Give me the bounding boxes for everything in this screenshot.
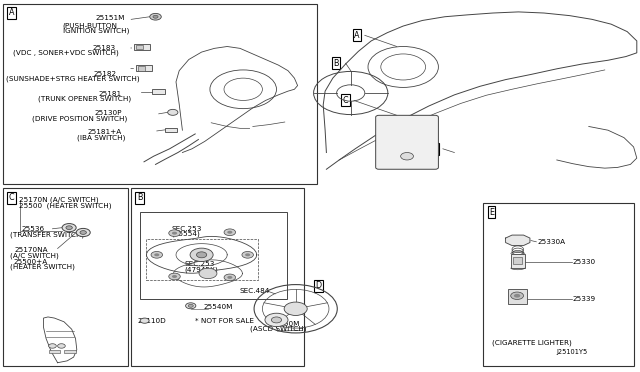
Text: (CIGARETTE LIGHTER): (CIGARETTE LIGHTER) — [492, 340, 572, 346]
Text: (VDC , SONER+VDC SWITCH): (VDC , SONER+VDC SWITCH) — [13, 50, 118, 57]
Text: (47945X): (47945X) — [184, 266, 218, 273]
Circle shape — [511, 292, 524, 299]
Text: E: E — [433, 144, 438, 153]
Circle shape — [168, 109, 178, 115]
Text: B: B — [137, 193, 142, 202]
Circle shape — [153, 15, 158, 18]
Text: (DRIVE POSITION SWITCH): (DRIVE POSITION SWITCH) — [32, 115, 127, 122]
Text: (HEATER SWITCH): (HEATER SWITCH) — [10, 264, 74, 270]
Text: 25181: 25181 — [99, 91, 122, 97]
Bar — [134, 44, 150, 50]
Circle shape — [151, 251, 163, 258]
Bar — [64, 350, 76, 353]
Text: C: C — [9, 193, 14, 202]
Circle shape — [80, 231, 86, 234]
Text: 25130P: 25130P — [94, 110, 122, 116]
Bar — [483, 203, 634, 366]
Bar — [3, 188, 128, 366]
Circle shape — [199, 268, 217, 279]
Circle shape — [76, 228, 90, 237]
Text: E: E — [489, 208, 494, 217]
Text: * NOT FOR SALE: * NOT FOR SALE — [195, 318, 254, 324]
Bar — [140, 212, 287, 299]
Bar — [136, 65, 152, 71]
Circle shape — [271, 317, 282, 323]
Circle shape — [172, 275, 177, 278]
Bar — [511, 254, 525, 268]
Text: J25101Y5: J25101Y5 — [557, 349, 588, 355]
Circle shape — [186, 303, 196, 309]
Text: 25181+A: 25181+A — [87, 129, 122, 135]
Text: (IBA SWITCH): (IBA SWITCH) — [77, 134, 125, 141]
Circle shape — [172, 232, 177, 235]
Text: SEC.253: SEC.253 — [172, 226, 202, 232]
Text: A: A — [9, 8, 14, 17]
Bar — [146, 239, 258, 280]
Circle shape — [58, 344, 65, 348]
Circle shape — [190, 248, 213, 262]
Bar — [49, 350, 60, 353]
Text: 25183: 25183 — [92, 45, 115, 51]
Bar — [3, 4, 317, 184]
Circle shape — [245, 253, 250, 256]
Circle shape — [227, 276, 232, 279]
Circle shape — [154, 253, 159, 256]
Text: 25330A: 25330A — [538, 239, 566, 245]
Bar — [131, 188, 304, 366]
Text: 25540M: 25540M — [204, 304, 233, 310]
Circle shape — [284, 302, 307, 315]
Circle shape — [66, 226, 72, 230]
Circle shape — [169, 230, 180, 237]
Polygon shape — [506, 235, 530, 246]
Text: 25339: 25339 — [573, 296, 596, 302]
Circle shape — [150, 13, 161, 20]
Text: IGNITION SWITCH): IGNITION SWITCH) — [63, 27, 129, 34]
Bar — [138, 66, 145, 71]
Circle shape — [140, 318, 149, 323]
Text: 25330: 25330 — [573, 259, 596, 265]
Text: 25110D: 25110D — [138, 318, 166, 324]
Text: 25550M: 25550M — [270, 321, 300, 327]
Circle shape — [224, 274, 236, 281]
Text: (A/C SWITCH): (A/C SWITCH) — [10, 252, 58, 259]
Text: 25536: 25536 — [22, 226, 45, 232]
Text: D: D — [316, 281, 322, 290]
FancyBboxPatch shape — [376, 115, 438, 169]
Text: A: A — [355, 31, 360, 40]
Circle shape — [227, 231, 232, 234]
Text: (TRANSFER SWITCH): (TRANSFER SWITCH) — [10, 231, 84, 238]
Bar — [152, 89, 165, 94]
Bar — [136, 45, 143, 49]
Text: B: B — [333, 59, 339, 68]
Text: (ASCD SWITCH): (ASCD SWITCH) — [250, 326, 306, 333]
Text: 25500  (HEATER SWITCH): 25500 (HEATER SWITCH) — [19, 202, 112, 209]
Text: 25182: 25182 — [93, 71, 116, 77]
Text: (PUSH-BUTTON: (PUSH-BUTTON — [63, 22, 118, 29]
Bar — [513, 257, 522, 264]
Text: 25170NA: 25170NA — [14, 247, 48, 253]
Circle shape — [514, 294, 520, 298]
Circle shape — [265, 313, 288, 327]
Text: 25170N (A/C SWITCH): 25170N (A/C SWITCH) — [19, 197, 99, 203]
Bar — [508, 289, 527, 304]
Text: 25500+A: 25500+A — [13, 259, 48, 265]
Circle shape — [62, 224, 76, 232]
Bar — [165, 128, 177, 132]
Text: C: C — [343, 96, 348, 105]
Text: SEC.253: SEC.253 — [184, 261, 214, 267]
Text: SEC.484: SEC.484 — [240, 288, 270, 294]
Circle shape — [224, 229, 236, 235]
Circle shape — [401, 153, 413, 160]
Circle shape — [242, 251, 253, 258]
Circle shape — [196, 252, 207, 258]
Circle shape — [169, 273, 180, 280]
Circle shape — [188, 304, 193, 307]
Text: (TRUNK OPENER SWITCH): (TRUNK OPENER SWITCH) — [38, 96, 132, 102]
Circle shape — [49, 344, 56, 348]
Text: (25554): (25554) — [172, 230, 200, 237]
Text: (SUNSHADE+STRG HEATER SWITCH): (SUNSHADE+STRG HEATER SWITCH) — [6, 76, 140, 82]
Text: 25151M: 25151M — [95, 15, 125, 21]
